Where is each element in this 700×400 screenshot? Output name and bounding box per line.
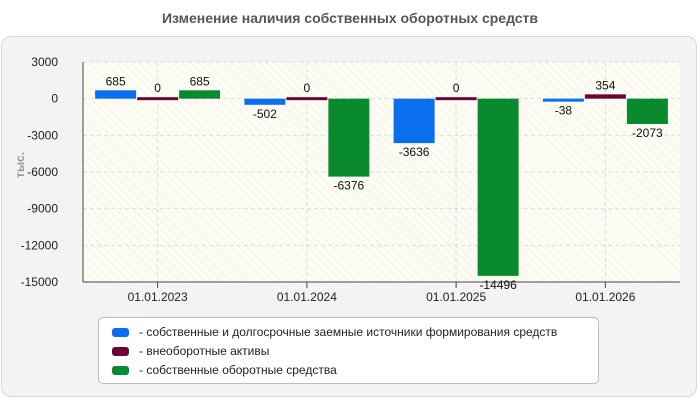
data-label: 0 [304,81,311,95]
bar-series-1 [393,98,435,144]
legend-label-series-2: - внеоборотные активы [139,344,270,358]
data-label: 0 [154,81,161,95]
x-tick-label: 01.01.2025 [426,290,486,304]
x-tick-label: 01.01.2026 [575,290,635,304]
legend-swatch-series-1 [112,328,129,337]
legend-label-series-3: - собственные оборотные средства [139,363,337,377]
x-tick-label: 01.01.2023 [128,290,188,304]
bar-series-2 [286,97,328,101]
bar-series-1 [95,90,137,99]
y-tick-label: -15000 [21,275,59,289]
chart-title: Изменение наличия собственных оборотных … [161,10,539,26]
data-label: -6376 [334,179,365,193]
bars [95,90,668,276]
data-label: -3636 [399,145,430,159]
bar-series-2 [584,94,626,99]
bar-series-3 [477,98,519,276]
y-tick-label: -12000 [21,238,59,252]
legend-swatch-series-3 [112,366,129,375]
data-label: -38 [555,104,573,118]
data-label: 0 [453,81,460,95]
legend-label-series-1: - собственные и долгосрочные заемные ист… [139,325,558,339]
data-labels: 685 0 685 -502 0 -6376 -3636 0 -14496 -38 354 -2073 [106,74,663,292]
x-tick-label: 01.01.2024 [277,290,337,304]
data-label: 354 [595,78,615,92]
bar-series-1 [542,98,584,102]
bar-series-3 [626,98,668,125]
data-label: -2073 [632,126,663,140]
axes: 3000 0 -3000 -6000 -9000 -12000 -15000 01.01.20… [21,55,680,304]
y-tick-label: -9000 [27,202,58,216]
legend-item-series-3: - собственные оборотные средства [99,361,598,380]
y-axis-label: тыс. [13,152,27,178]
legend: - собственные и долгосрочные заемные ист… [98,317,599,384]
bar-series-1 [244,98,286,105]
bar-series-3 [328,98,370,177]
legend-item-series-1: - собственные и долгосрочные заемные ист… [99,323,598,342]
legend-swatch-series-2 [112,347,129,356]
y-tick-label: -6000 [27,165,58,179]
data-label: 685 [106,74,126,88]
bar-series-2 [435,97,477,101]
y-tick-label: 3000 [31,55,58,69]
bar-series-2 [137,97,179,101]
data-label: -502 [253,107,277,121]
data-label: -14496 [479,278,517,292]
bar-series-3 [179,90,221,99]
data-label: 685 [190,74,210,88]
y-tick-label: -3000 [27,128,58,142]
legend-item-series-2: - внеоборотные активы [99,342,598,361]
y-tick-label: 0 [51,92,58,106]
